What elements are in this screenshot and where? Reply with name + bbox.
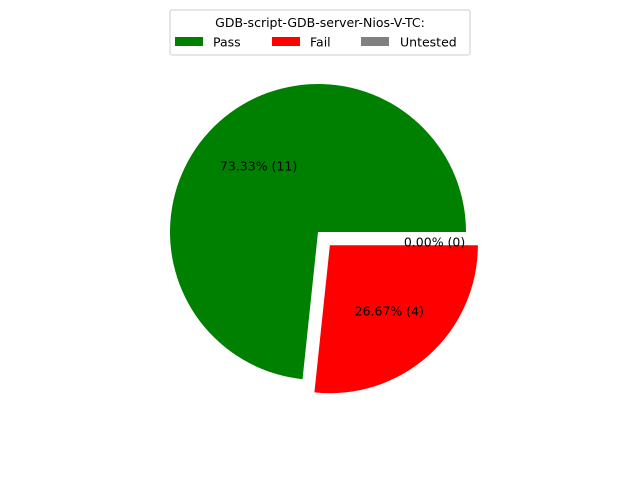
legend: GDB-script-GDB-server-Nios-V-TC: Pass Fa… (169, 9, 471, 56)
legend-label-pass: Pass (213, 35, 241, 50)
pie-slices (170, 83, 478, 394)
pie-slice-pass (170, 83, 467, 380)
legend-frame (169, 9, 471, 56)
legend-swatch-untested (361, 37, 389, 46)
percent-label-untested: 0.00% (0) (404, 235, 465, 250)
percent-labels: 73.33% (11) 26.67% (4) 0.00% (0) (220, 159, 465, 319)
legend-swatch-pass (175, 37, 203, 46)
pie-slice-fail (314, 245, 478, 394)
legend-label-fail: Fail (310, 35, 331, 50)
percent-label-fail: 26.67% (4) (355, 304, 424, 319)
legend-label-untested: Untested (400, 35, 457, 50)
legend-swatch-fail (272, 37, 300, 46)
percent-label-pass: 73.33% (11) (220, 159, 297, 174)
legend-title: GDB-script-GDB-server-Nios-V-TC: (215, 15, 425, 30)
